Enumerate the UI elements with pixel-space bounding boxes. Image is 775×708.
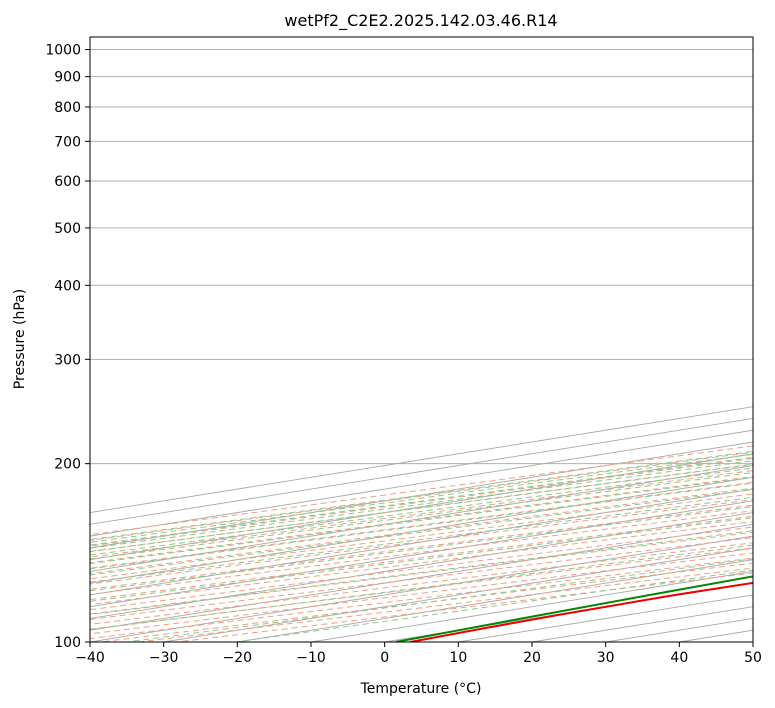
x-tick-label: 40 bbox=[670, 650, 688, 666]
x-tick-label: −30 bbox=[149, 650, 179, 666]
x-tick-label: 10 bbox=[449, 650, 467, 666]
y-tick-label: 100 bbox=[54, 635, 81, 651]
y-tick-label: 900 bbox=[54, 70, 81, 86]
y-tick-label: 800 bbox=[54, 100, 81, 116]
chart-title: wetPf2_C2E2.2025.142.03.46.R14 bbox=[284, 11, 557, 31]
x-tick-label: −40 bbox=[75, 650, 105, 666]
isotherm-line bbox=[237, 559, 753, 642]
dry-adiabat bbox=[90, 557, 753, 640]
isotherm-line bbox=[90, 476, 753, 584]
isotherm-line bbox=[90, 465, 753, 572]
background-lines bbox=[90, 49, 753, 642]
isotherm-line bbox=[531, 606, 753, 642]
x-axis-label: Temperature (°C) bbox=[360, 681, 482, 697]
moist-adiabat bbox=[235, 569, 753, 642]
x-axis: −40 −30 −20 −10 0 10 20 30 40 50 bbox=[75, 642, 762, 666]
x-tick-label: −20 bbox=[223, 650, 253, 666]
isotherm-line bbox=[90, 535, 753, 642]
y-tick-label: 500 bbox=[54, 221, 81, 237]
y-tick-label: 300 bbox=[54, 352, 81, 368]
dry-adiabat bbox=[138, 567, 753, 642]
y-tick-label: 200 bbox=[54, 457, 81, 473]
isotherm-line bbox=[384, 582, 753, 642]
isotherm-line bbox=[90, 500, 753, 608]
x-tick-label: 20 bbox=[523, 650, 541, 666]
x-tick-label: 50 bbox=[744, 650, 762, 666]
y-tick-label: 600 bbox=[54, 174, 81, 190]
isotherm-line bbox=[310, 570, 753, 642]
y-axis: 100 200 300 400 500 600 700 800 900 1000 bbox=[45, 43, 90, 651]
plot-frame bbox=[89, 36, 754, 643]
y-axis-label: Pressure (hPa) bbox=[12, 289, 28, 389]
isotherm-line bbox=[90, 441, 753, 549]
x-tick-label: −10 bbox=[296, 650, 326, 666]
isotherm-line bbox=[90, 512, 753, 619]
y-tick-label: 1000 bbox=[45, 43, 81, 59]
isotherm-line bbox=[752, 641, 753, 642]
isotherm-line bbox=[90, 523, 753, 631]
y-tick-label: 700 bbox=[54, 134, 81, 150]
y-tick-label: 400 bbox=[54, 278, 81, 294]
isotherm-line bbox=[90, 453, 753, 561]
x-tick-label: 30 bbox=[597, 650, 615, 666]
isotherm-line bbox=[605, 618, 753, 642]
x-tick-label: 0 bbox=[380, 650, 389, 666]
